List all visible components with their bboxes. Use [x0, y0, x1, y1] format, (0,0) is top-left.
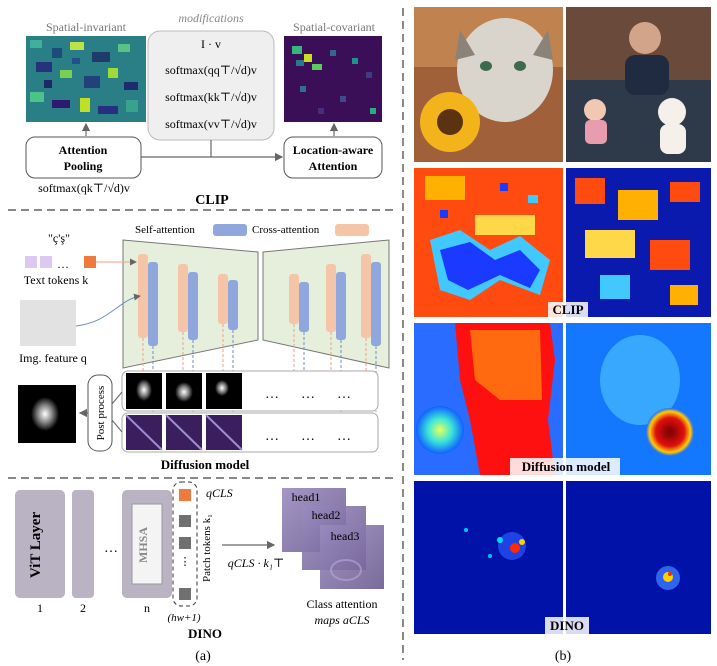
- diffusion-title: Diffusion model: [161, 457, 250, 472]
- img-feature-block: [20, 300, 76, 346]
- text-token-last: [84, 256, 96, 268]
- location-aware-line1: Location-aware: [293, 143, 374, 157]
- cross-attention-bar: [326, 264, 336, 332]
- token-ellipsis: ⋮: [180, 556, 191, 568]
- formula-kk: softmax(kk⊤/√d)v: [165, 90, 257, 104]
- self-attention-bar: [228, 280, 238, 330]
- patch-token: [179, 588, 191, 600]
- spatial-covariant-heatmap: [284, 36, 382, 122]
- location-aware-box: [283, 136, 383, 179]
- text-tokens-label: Text tokens k: [24, 273, 88, 287]
- head1-label: head1: [292, 490, 321, 504]
- class-attention-line1: Class attention: [307, 597, 378, 611]
- self-attention-legend: Self-attention: [135, 224, 195, 236]
- self-attention-bar: [336, 272, 346, 340]
- layer-number-n: n: [144, 601, 150, 615]
- post-process-label: Post process: [95, 386, 107, 441]
- cross-attention-bar: [138, 254, 148, 338]
- clip-title: CLIP: [195, 193, 229, 208]
- dino-title: DINO: [188, 626, 222, 641]
- cross-attention-swatch: [335, 224, 369, 236]
- caption-a: (a): [195, 649, 211, 664]
- self-attention-bar: [148, 262, 158, 346]
- head3-label: head3: [331, 529, 360, 543]
- spatial-invariant-heatmap: [26, 36, 146, 122]
- panel-b-dino-label: DINO: [550, 618, 584, 633]
- panel-b-diffusion-label: Diffusion model: [522, 459, 611, 474]
- cls-token: [179, 489, 191, 501]
- cross-attention-bar: [218, 274, 228, 324]
- product-label: qCLS · k₁⊤: [228, 556, 284, 570]
- text-token: [40, 256, 52, 268]
- self-attention-swatch: [213, 224, 247, 236]
- attention-pooling-line2: Pooling: [64, 159, 103, 173]
- dino-map-family: [566, 481, 711, 634]
- cross-attention-bar: [361, 254, 371, 338]
- dino-section: ViT Layer … MHSA 1 2 n ⋮ (hw+1) qCLS Pat…: [15, 481, 384, 641]
- patch-tokens-label: Patch tokens k₁: [201, 514, 213, 582]
- formula-identity: I · v: [201, 37, 221, 51]
- formula-vv: softmax(vv⊤/√d)v: [165, 117, 257, 131]
- spatial-covariant-label: Spatial-covariant: [293, 20, 376, 34]
- ellipsis: …: [301, 387, 315, 402]
- img-feature-label: Img. feature q: [19, 351, 87, 365]
- mhsa-block: [131, 503, 163, 585]
- attention-pooling-line1: Attention: [59, 143, 108, 157]
- class-attention-line2: maps aCLS: [314, 613, 369, 627]
- vit-layer-block-2: [72, 490, 94, 598]
- dino-map-cat: [414, 481, 563, 634]
- ellipsis: …: [301, 429, 315, 444]
- vit-layer-block: [15, 490, 65, 598]
- vit-layer-label: ViT Layer: [28, 512, 44, 579]
- hw-label: (hw+1): [167, 612, 200, 624]
- panel-b-clip-label: CLIP: [552, 302, 583, 317]
- pooling-formula: softmax(qk⊤/√d)v: [38, 181, 130, 195]
- self-attention-bar: [371, 262, 381, 346]
- location-aware-line2: Attention: [309, 159, 358, 173]
- ellipsis: …: [337, 387, 351, 402]
- cross-attention-bar: [178, 264, 188, 332]
- panel-b: CLIP Diffusion model DINO (b): [414, 7, 711, 664]
- self-attention-bar: [299, 282, 309, 332]
- patch-tokens-group: [172, 481, 198, 607]
- head2-label: head2: [312, 508, 341, 522]
- token-ellipsis: …: [57, 257, 69, 271]
- ellipsis: …: [337, 429, 351, 444]
- clip-section: Spatial-invariant modifications I ·: [25, 11, 383, 208]
- patch-token: [179, 537, 191, 549]
- layer-number-2: 2: [80, 601, 86, 615]
- diffusion-section: "ç'ş" … Text tokens k Img. feature q Sel…: [18, 224, 390, 472]
- self-attention-bar: [188, 272, 198, 340]
- formula-qq: softmax(qq⊤/√d)v: [165, 63, 257, 77]
- modifications-label: modifications: [178, 11, 244, 25]
- cross-attention-bar: [289, 274, 299, 324]
- q-cls-label: qCLS: [206, 486, 233, 500]
- spatial-invariant-label: Spatial-invariant: [46, 20, 127, 34]
- ellipsis: …: [265, 429, 279, 444]
- text-token: [25, 256, 37, 268]
- layer-ellipsis: …: [104, 541, 118, 556]
- cross-attention-legend: Cross-attention: [252, 224, 320, 236]
- ellipsis: …: [265, 387, 279, 402]
- caption-b: (b): [555, 649, 572, 664]
- prompt-text: "ç'ş": [48, 231, 70, 245]
- layer-number-1: 1: [37, 601, 43, 615]
- mhsa-label: MHSA: [136, 527, 150, 563]
- patch-token: [179, 515, 191, 527]
